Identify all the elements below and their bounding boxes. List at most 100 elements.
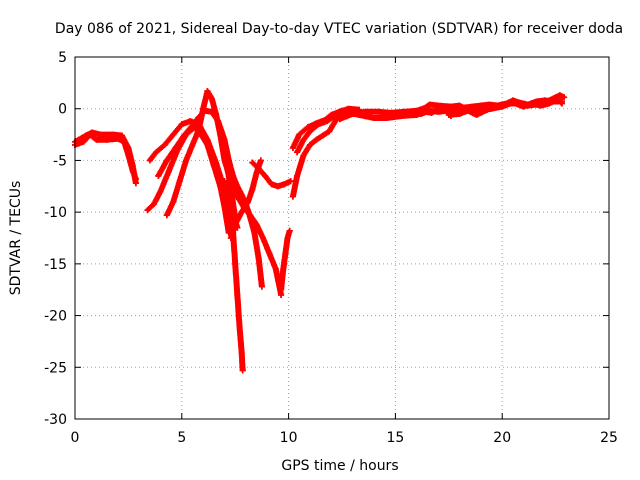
data-point [110,131,117,138]
data-point [537,102,544,109]
data-point [339,107,345,114]
data-point [281,181,288,188]
data-point [202,107,209,114]
data-point [170,131,177,138]
data-point [255,165,262,172]
y-tick-label: -30 [44,412,67,428]
data-point [300,152,307,159]
data-point [349,110,356,117]
data-point [161,141,168,148]
data-point [375,108,382,115]
data-point [170,198,177,205]
data-point [163,212,170,219]
data-point [456,110,463,117]
data-point [249,159,256,166]
series-track-18 [477,96,565,114]
data-point [155,172,162,179]
data-point [204,136,211,143]
data-point [313,136,320,143]
data-point [278,286,285,293]
data-point [189,122,196,129]
data-point [307,141,313,148]
data-point [499,103,506,110]
data-point [180,132,187,139]
data-point [215,118,222,125]
data-point [282,250,289,257]
data-point [287,178,294,185]
x-tick-label: 25 [600,430,618,446]
x-axis-label: GPS time / hours [281,458,398,474]
y-tick-label: -10 [44,205,67,221]
data-point [556,92,563,99]
data-point [183,157,190,164]
data-point [443,107,450,114]
x-tick-label: 10 [280,430,298,446]
data-point [266,250,273,257]
data-point [234,183,241,190]
series-track-11 [278,227,293,293]
data-point [435,108,442,115]
y-tick-label: -25 [44,360,67,376]
data-point [554,96,561,103]
data-point [520,103,527,110]
data-point [178,121,185,128]
data-point [232,221,239,228]
data-point [268,181,275,188]
data-point [229,193,235,200]
data-point [426,101,433,108]
y-tick-label: 0 [58,102,67,118]
data-point [253,169,260,176]
data-point [93,136,100,143]
data-point [227,235,234,241]
data-point [473,105,480,112]
data-point [89,129,96,136]
data-point [400,108,407,115]
y-tick-label: 5 [58,50,67,66]
data-point [272,266,279,272]
data-point [418,110,424,117]
data-point [225,172,232,179]
data-point [163,157,170,164]
data-point [274,183,281,190]
data-point [239,367,246,374]
data-point [388,109,395,116]
data-point [546,100,553,107]
x-tick-label: 15 [386,430,404,446]
data-point [321,117,328,124]
data-point [488,105,495,112]
data-point [236,322,243,329]
data-point [383,115,390,121]
data-point [336,116,343,123]
data-point [238,209,245,216]
data-point [260,235,266,241]
data-point [208,108,215,115]
data-point [313,120,320,127]
data-point [559,100,565,107]
data-point [125,145,132,151]
data-point [119,132,125,139]
data-point [529,100,536,107]
x-tick-label: 20 [493,430,511,446]
data-point [294,149,301,156]
data-point [151,200,157,207]
data-point [213,159,219,166]
data-point [238,348,245,355]
y-tick-label: -15 [44,257,67,273]
data-point [296,131,303,138]
data-point [189,141,196,148]
plot-frame [74,56,610,420]
data-point [326,128,333,135]
data-point [362,108,369,115]
data-point [289,145,296,151]
series-track-8 [221,152,239,221]
data-point [445,111,452,118]
data-point [435,102,442,109]
data-point [561,94,568,101]
data-point [146,157,153,164]
data-point [195,126,202,133]
data-point [473,111,480,118]
data-point [245,198,251,205]
data-point [319,132,326,139]
data-point [176,178,183,185]
